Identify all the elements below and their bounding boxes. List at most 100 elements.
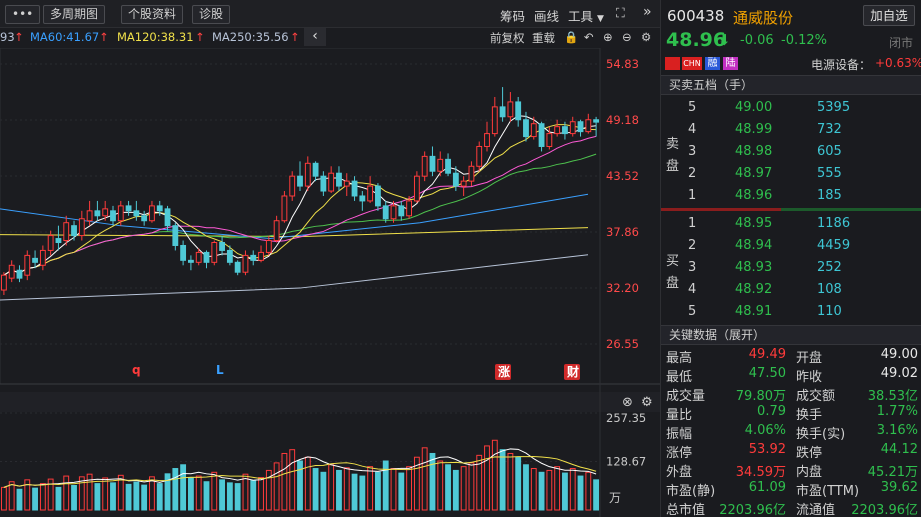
volume-bar [484, 445, 490, 511]
volume-settings-icon[interactable]: ⚙ [641, 395, 653, 410]
candle-body [468, 165, 475, 182]
volume-bar [78, 476, 85, 511]
orderbook-buy-row[interactable]: 1 48.95 1186 [661, 213, 921, 235]
volume-bar [569, 468, 576, 511]
candle-body [320, 175, 327, 192]
keydata-value: 45.21万 [867, 465, 918, 480]
candle-body [398, 205, 405, 217]
stock-profile-button[interactable]: 个股资料 [121, 5, 184, 24]
volume-bar [593, 479, 600, 511]
market-status: 闭市 [889, 36, 914, 50]
candle-body [499, 106, 506, 118]
volume-bar [476, 454, 483, 511]
orderbook-sell-row[interactable]: 1 48.96 185 [661, 185, 921, 207]
orderbook-buy-row[interactable]: 2 48.94 4459 [661, 235, 921, 257]
prev-adjust-button[interactable]: 前复权 [490, 31, 525, 45]
more-button[interactable]: ••• [5, 5, 41, 24]
price-tick-label: 37.86 [606, 225, 639, 239]
keydata-label: 振幅 [666, 427, 693, 442]
level: 1 [688, 216, 697, 231]
volume-bar [328, 464, 335, 511]
add-watchlist-button[interactable]: 加自选 [863, 5, 915, 26]
draw-line-button[interactable]: 画线 [534, 9, 560, 24]
volume-tick-label: 128.67 [606, 455, 646, 469]
candle-body [203, 251, 210, 263]
last-price: 48.96 [666, 29, 727, 51]
volume-bar [117, 474, 124, 511]
level: 3 [688, 260, 697, 275]
candle-body [281, 195, 288, 222]
volume: 252 [817, 260, 842, 275]
volume-bar [110, 482, 116, 511]
zoom-in-icon[interactable]: ⊕ [603, 30, 613, 44]
volume-bar [452, 469, 459, 511]
orderbook-sell-row[interactable]: 3 48.98 605 [661, 141, 921, 163]
price: 48.94 [735, 238, 773, 253]
candle-body [242, 254, 249, 273]
china-flag-icon [665, 57, 680, 70]
keydata-header[interactable]: 关键数据（展开） [661, 325, 921, 345]
volume-bar [94, 483, 101, 511]
orderbook-buy-row[interactable]: 5 48.91 110 [661, 301, 921, 323]
sector-name[interactable]: 电源设备： [811, 58, 872, 72]
chart-toolbar: ••• 多周期图 个股资料 诊股 筹码 画线 工具 ▼ ⛶ » [0, 0, 660, 28]
volume-bar [63, 475, 70, 511]
orderbook-buy-row[interactable]: 3 48.93 252 [661, 257, 921, 279]
buy-label-2: 盘 [666, 276, 680, 291]
diagnose-button[interactable]: 诊股 [192, 5, 231, 24]
orderbook-sell-row[interactable]: 2 48.97 555 [661, 163, 921, 185]
buy-label-1: 买 [666, 254, 680, 269]
ma20-line [3, 135, 597, 276]
kline-chart[interactable]: 54.83 49.18 43.52 37.86 32.20 26.55 q L 涨 财 257.35… [0, 48, 660, 517]
keydata-label: 成交量 [666, 389, 706, 404]
price: 48.98 [735, 144, 773, 159]
volume-bar [203, 481, 210, 511]
candle-body [86, 210, 93, 222]
volume-bar [429, 452, 436, 511]
tools-menu[interactable]: 工具 ▼ [568, 6, 604, 25]
keydata-label: 市盈(静) [666, 484, 716, 499]
ma-cut-value: 93 [0, 30, 15, 44]
keydata-label: 换手(实) [796, 427, 846, 442]
keydata-value: 1.77% [876, 404, 918, 419]
chevron-left-icon[interactable]: ‹ [304, 28, 326, 46]
keydata-value: 3.16% [876, 423, 918, 438]
reload-button[interactable]: 重载 [532, 31, 555, 45]
keydata-value: 49.00 [880, 347, 918, 362]
volume-close-icon[interactable]: ⊗ [622, 395, 633, 410]
keydata-label: 市盈(TTM) [796, 484, 860, 499]
orderbook-buy-row[interactable]: 4 48.92 108 [661, 279, 921, 301]
volume-bar [39, 483, 46, 511]
marker-limit-up: 涨 [498, 364, 510, 379]
collapse-right-icon[interactable]: » [643, 4, 652, 20]
candle-body [180, 244, 187, 261]
zoom-out-icon[interactable]: ⊖ [622, 30, 632, 44]
level: 2 [688, 238, 697, 253]
keydata-label: 内盘 [796, 465, 823, 480]
orderbook-header[interactable]: 买卖五档（手） [661, 75, 921, 95]
volume-bar [421, 447, 428, 511]
lock-icon[interactable]: 🔒 [564, 30, 579, 44]
undo-icon[interactable]: ↶ [584, 30, 594, 44]
volume-bar [390, 468, 397, 511]
volume-ma5-line [3, 448, 597, 488]
candle-body [219, 242, 225, 251]
orderbook-sell-row[interactable]: 5 49.00 5395 [661, 97, 921, 119]
candle-body [195, 251, 202, 263]
level: 5 [688, 304, 697, 319]
keydata-value: 2203.96亿 [851, 503, 918, 517]
fullscreen-icon[interactable]: ⛶ [616, 5, 625, 20]
candle-body [133, 210, 140, 217]
volume-bar [187, 477, 194, 511]
ma120-label: MA120:38.31 [117, 30, 194, 44]
chip-button[interactable]: 筹码 [500, 9, 526, 24]
ma60-label: MA60:41.67 [30, 30, 100, 44]
keydata-row: 成交量 79.80万 成交额 38.53亿 [661, 384, 921, 404]
orderbook-sell-row[interactable]: 4 48.99 732 [661, 119, 921, 141]
settings-gear-icon[interactable]: ⚙ [641, 30, 652, 44]
keydata-label: 涨停 [666, 446, 693, 461]
multi-period-button[interactable]: 多周期图 [43, 5, 106, 24]
level: 1 [688, 188, 697, 203]
volume-bar [375, 471, 381, 511]
